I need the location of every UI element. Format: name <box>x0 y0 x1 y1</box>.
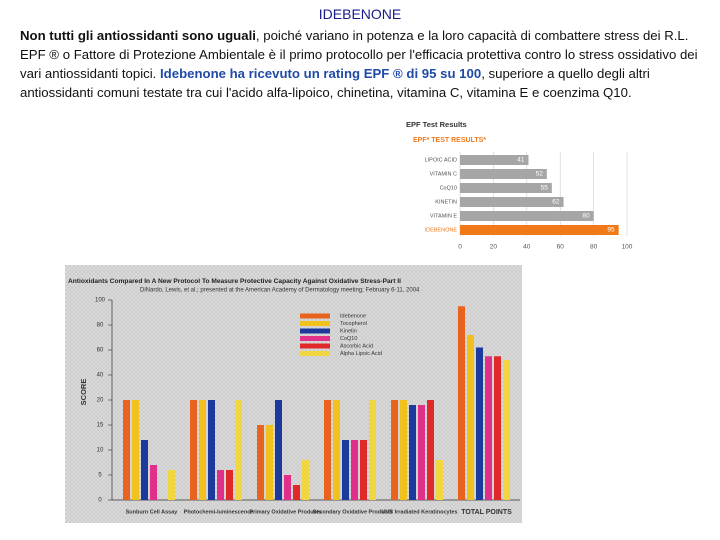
bar <box>199 400 206 500</box>
value-label: 62 <box>552 199 560 206</box>
bar <box>409 405 416 500</box>
y-axis-label: SCORE <box>79 379 88 406</box>
bar <box>141 440 148 500</box>
y-tick-label: 100 <box>95 298 106 304</box>
x-tick-label: TOTAL POINTS <box>461 509 512 516</box>
value-label: 95 <box>607 227 615 234</box>
bar <box>275 400 282 500</box>
title: IDEBENONE <box>318 6 402 22</box>
chart-subtitle: EPF* TEST RESULTS* <box>413 137 486 144</box>
bar <box>460 155 529 165</box>
bar <box>217 470 224 500</box>
category-label: VITAMIN C <box>430 171 457 177</box>
bar <box>150 465 157 500</box>
bar <box>467 335 474 500</box>
text-highlight: Idebenone ha ricevuto un rating EPF ® di… <box>160 66 482 81</box>
x-tick-label: 0 <box>458 244 462 251</box>
y-tick-label: 20 <box>97 398 104 404</box>
category-label: VITAMIN E <box>430 213 457 219</box>
legend-swatch <box>300 321 330 326</box>
bar <box>476 347 483 500</box>
bar <box>503 360 510 500</box>
bar <box>342 440 349 500</box>
legend-swatch <box>300 343 330 349</box>
chart-subtitle: DiNardo, Lewis, et al.; presented at the… <box>140 288 420 294</box>
bar <box>266 425 273 500</box>
y-tick-label: 5 <box>98 473 102 479</box>
bar <box>302 460 309 500</box>
bar <box>458 306 465 500</box>
legend-swatch <box>300 328 330 334</box>
bar <box>168 470 175 500</box>
legend-swatch <box>300 313 330 319</box>
x-tick-label: UVB Irradiated Keratinocytes <box>381 509 457 515</box>
bar <box>427 400 434 500</box>
bar <box>360 440 367 500</box>
value-label: 55 <box>541 185 549 192</box>
bar <box>293 485 300 500</box>
bar <box>226 470 233 500</box>
bar <box>485 356 492 500</box>
bar <box>460 183 552 193</box>
chart-title: EPF Test Results <box>406 120 467 129</box>
bar <box>460 197 564 207</box>
x-tick-label: Sunburn Cell Assay <box>126 509 179 515</box>
category-label: CoQ10 <box>440 185 457 191</box>
x-tick-label: Secondary Oxidative Products <box>313 509 393 515</box>
y-tick-label: 80 <box>97 323 104 329</box>
x-tick-label: 40 <box>523 244 531 251</box>
text: , superiore a quello degli altri antioss… <box>20 66 650 100</box>
x-tick-label: 80 <box>590 244 598 251</box>
legend-label: Alpha Lipoic Acid <box>340 351 382 357</box>
legend-label: CoQ10 <box>340 336 357 342</box>
y-tick-label: 60 <box>97 348 104 354</box>
legend-label: Kinetin <box>340 328 357 334</box>
bar <box>369 400 376 500</box>
y-tick-label: 0 <box>98 498 102 504</box>
legend-swatch <box>300 351 330 356</box>
bar <box>418 405 425 500</box>
bar <box>132 400 139 500</box>
y-tick-label: 15 <box>97 423 104 429</box>
x-tick-label: Photochemi-luminescence <box>184 509 254 515</box>
bar <box>460 169 547 179</box>
bar <box>391 400 398 500</box>
bar <box>460 211 594 221</box>
x-tick-label: 20 <box>490 244 498 251</box>
x-tick-label: 100 <box>622 244 633 251</box>
paragraph: Non tutti gli antiossidanti sono uguali,… <box>20 26 710 102</box>
bar <box>324 400 331 500</box>
bar <box>123 400 130 500</box>
chart-title: Antioxidants Compared In A New Protocol … <box>68 278 401 285</box>
y-tick-label: 10 <box>97 448 104 454</box>
bar <box>494 356 501 500</box>
category-label: LIPOIC ACID <box>425 157 457 163</box>
y-tick-label: 40 <box>97 373 104 379</box>
bar <box>460 225 619 235</box>
text-bold: Non tutti gli antiossidanti sono uguali <box>20 28 256 43</box>
value-label: 80 <box>582 213 590 220</box>
bar <box>208 400 215 500</box>
legend-swatch <box>300 336 330 341</box>
value-label: 52 <box>536 171 544 178</box>
category-label: KINETIN <box>435 199 457 205</box>
bar <box>400 400 407 500</box>
bar <box>436 460 443 500</box>
bar <box>190 400 197 500</box>
bar <box>257 425 264 500</box>
text: , poiché variano in potenza e la loro ca… <box>20 28 698 81</box>
x-tick-label: Primary Oxidative Products <box>249 509 321 515</box>
bar <box>333 400 340 500</box>
legend-label: Idebenone <box>340 313 366 319</box>
bar <box>284 475 291 500</box>
category-label: IDEBENONE <box>425 227 458 233</box>
bar <box>351 440 358 500</box>
x-tick-label: 60 <box>557 244 565 251</box>
legend-label: Tocopherol <box>340 321 367 327</box>
bar <box>235 400 242 500</box>
value-label: 41 <box>517 157 525 164</box>
legend-label: Ascorbic Acid <box>340 343 373 349</box>
